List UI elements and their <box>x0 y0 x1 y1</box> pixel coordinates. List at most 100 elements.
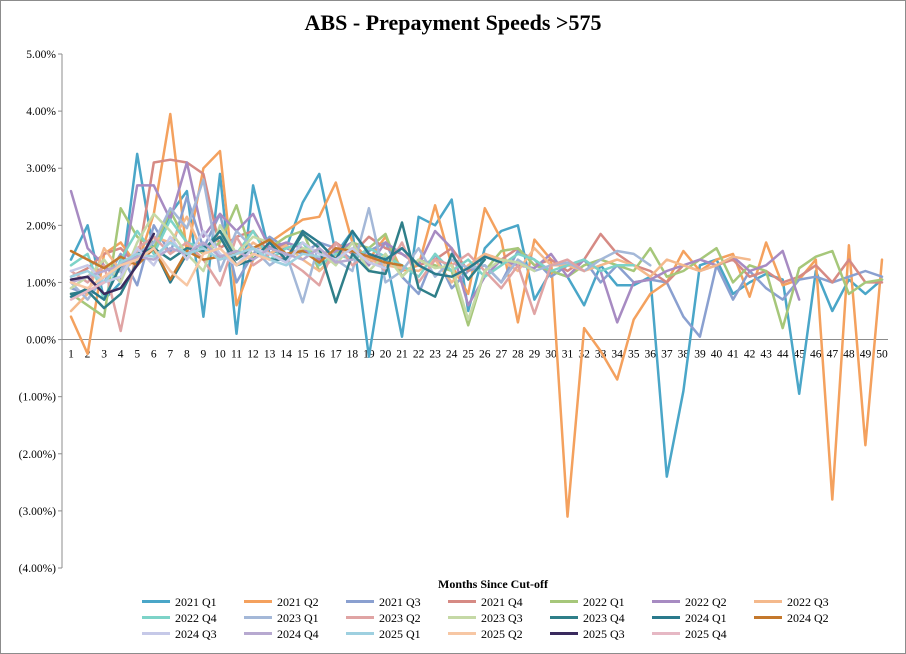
legend-item: 2021 Q2 <box>244 594 319 610</box>
y-tick-label: 4.00% <box>26 106 56 118</box>
x-tick-label: 48 <box>843 349 855 361</box>
legend-item: 2024 Q3 <box>142 626 217 642</box>
x-tick-label: 30 <box>545 349 557 361</box>
x-tick-label: 9 <box>201 349 207 361</box>
legend-label: 2025 Q4 <box>685 626 727 641</box>
x-tick-label: 8 <box>184 349 190 361</box>
series-line-2021-q2 <box>69 112 884 518</box>
x-tick-label: 12 <box>247 349 259 361</box>
legend-swatch <box>244 615 272 619</box>
x-tick-label: 29 <box>529 349 541 361</box>
x-tick-label: 41 <box>727 349 739 361</box>
legend-swatch <box>142 631 170 635</box>
x-tick-label: 16 <box>314 349 326 361</box>
legend-item: 2024 Q2 <box>754 610 829 626</box>
x-tick-label: 37 <box>661 349 673 361</box>
x-tick-label: 35 <box>628 349 640 361</box>
legend-swatch <box>346 631 374 635</box>
x-tick-label: 3 <box>101 349 107 361</box>
legend-swatch <box>142 615 170 619</box>
legend-label: 2021 Q1 <box>175 594 217 609</box>
legend-label: 2022 Q1 <box>583 594 625 609</box>
legend-swatch <box>244 631 272 635</box>
x-tick-label: 21 <box>396 349 408 361</box>
legend-item: 2024 Q4 <box>244 626 319 642</box>
x-axis-title: Months Since Cut-off <box>438 577 548 591</box>
series-line-2021-q1 <box>69 152 884 478</box>
y-tick-label: (3.00%) <box>19 506 57 518</box>
x-tick-label: 42 <box>744 349 756 361</box>
legend-label: 2024 Q3 <box>175 626 217 641</box>
x-tick-label: 50 <box>876 349 888 361</box>
legend-swatch <box>754 615 782 619</box>
x-tick-label: 6 <box>151 349 157 361</box>
legend-swatch <box>244 599 272 603</box>
series-line-2025-q2 <box>69 246 271 290</box>
legend-item: 2023 Q1 <box>244 610 319 626</box>
y-tick-label: 2.00% <box>26 220 56 232</box>
legend-label: 2023 Q1 <box>277 610 319 625</box>
legend-swatch <box>652 599 680 603</box>
x-tick-label: 34 <box>611 349 623 361</box>
x-tick-label: 17 <box>330 349 342 361</box>
x-tick-label: 46 <box>810 349 822 361</box>
x-tick-label: 36 <box>645 349 657 361</box>
x-tick-label: 44 <box>777 349 789 361</box>
legend-swatch <box>448 615 476 619</box>
x-tick-label: 24 <box>446 349 458 361</box>
chart-title: ABS - Prepayment Speeds >575 <box>304 10 602 35</box>
legend-label: 2023 Q3 <box>481 610 523 625</box>
legend-label: 2024 Q4 <box>277 626 319 641</box>
x-tick-label: 11 <box>231 349 242 361</box>
legend-label: 2021 Q2 <box>277 594 319 609</box>
legend-item: 2022 Q4 <box>142 610 217 626</box>
x-tick-label: 47 <box>827 349 839 361</box>
legend-item: 2023 Q2 <box>346 610 421 626</box>
x-tick-label: 33 <box>595 349 607 361</box>
x-tick-label: 31 <box>562 349 574 361</box>
legend-item: 2021 Q1 <box>142 594 217 610</box>
legend-swatch <box>142 599 170 603</box>
series-line-2025-q3 <box>69 232 156 296</box>
x-tick-label: 10 <box>214 349 226 361</box>
legend-item: 2022 Q2 <box>652 594 727 610</box>
legend-swatch <box>448 631 476 635</box>
legend-label: 2022 Q2 <box>685 594 727 609</box>
y-tick-label: 5.00% <box>26 49 56 61</box>
legend-swatch <box>448 599 476 603</box>
y-tick-label: 0.00% <box>26 335 56 347</box>
legend-item: 2025 Q1 <box>346 626 421 642</box>
x-tick-label: 25 <box>462 349 474 361</box>
legend-item: 2024 Q1 <box>652 610 727 626</box>
legend-item: 2022 Q1 <box>550 594 625 610</box>
legend-swatch <box>346 599 374 603</box>
legend-swatch <box>550 631 578 635</box>
legend-label: 2021 Q4 <box>481 594 523 609</box>
x-tick-label: 22 <box>413 349 425 361</box>
x-tick-label: 1 <box>68 349 74 361</box>
series-line-2023-q3 <box>69 212 536 321</box>
y-tick-label: (2.00%) <box>19 449 57 461</box>
x-tick-label: 5 <box>134 349 140 361</box>
y-tick-label: (4.00%) <box>19 563 57 575</box>
legend-swatch <box>652 615 680 619</box>
x-tick-label: 28 <box>512 349 524 361</box>
x-tick-label: 14 <box>280 349 292 361</box>
x-tick-label: 32 <box>578 349 590 361</box>
legend-label: 2025 Q2 <box>481 626 523 641</box>
x-tick-label: 20 <box>380 349 392 361</box>
legend-label: 2025 Q1 <box>379 626 421 641</box>
legend-label: 2024 Q2 <box>787 610 829 625</box>
legend-swatch <box>754 599 782 603</box>
x-tick-label: 38 <box>678 349 690 361</box>
legend-label: 2024 Q1 <box>685 610 727 625</box>
y-tick-label: 1.00% <box>26 277 56 289</box>
x-tick-label: 23 <box>429 349 441 361</box>
series-line-2023-q2 <box>69 235 586 333</box>
legend-item: 2025 Q4 <box>652 626 727 642</box>
legend-label: 2021 Q3 <box>379 594 421 609</box>
legend-swatch <box>346 615 374 619</box>
x-tick-label: 40 <box>711 349 723 361</box>
x-tick-label: 26 <box>479 349 491 361</box>
